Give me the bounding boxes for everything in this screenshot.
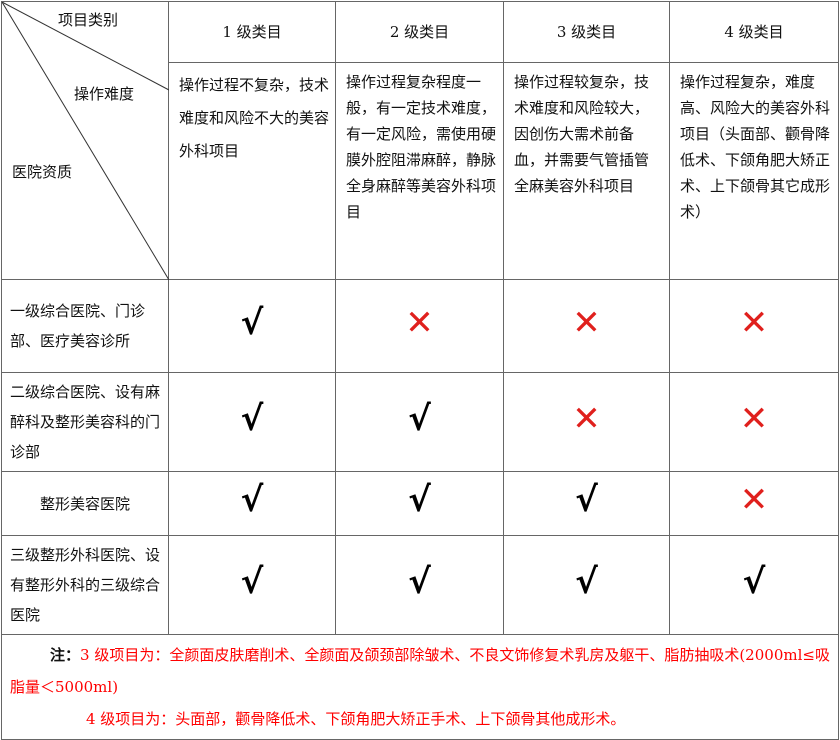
check-mark-icon: √ bbox=[240, 302, 264, 343]
mark-cell: ✕ bbox=[669, 279, 839, 373]
check-mark-icon: √ bbox=[408, 561, 431, 602]
column-header: 4 级类目 bbox=[669, 1, 839, 63]
mark-cell: √ bbox=[335, 372, 504, 472]
mark-cell: √ bbox=[669, 535, 839, 635]
mark-cell: ✕ bbox=[503, 372, 670, 472]
column-description: 操作过程复杂，难度高、风险大的美容外科项目（头面部、颧骨降低术、下颌角肥大矫正术… bbox=[669, 62, 839, 280]
diagonal-lines bbox=[2, 2, 169, 280]
cross-mark-icon: ✕ bbox=[739, 480, 769, 520]
mark-cell: ✕ bbox=[503, 279, 670, 373]
check-mark-icon: √ bbox=[240, 561, 264, 602]
row-label: 二级综合医院、设有麻醉科及整形美容科的门诊部 bbox=[1, 372, 169, 472]
cross-mark-icon: ✕ bbox=[572, 302, 601, 343]
row-label: 整形美容医院 bbox=[1, 471, 169, 536]
mark-cell: √ bbox=[168, 372, 336, 472]
mark-cell: ✕ bbox=[669, 372, 839, 472]
note-prefix: 注： bbox=[50, 646, 81, 664]
column-description: 操作过程复杂程度一般，有一定技术难度，有一定风险，需使用硬膜外腔阻滞麻醉，静脉全… bbox=[335, 62, 504, 280]
corner-top-label: 项目类别 bbox=[58, 11, 119, 29]
row-label: 三级整形外科医院、设有整形外科的三级综合医院 bbox=[1, 535, 169, 635]
row-label: 一级综合医院、门诊部、医疗美容诊所 bbox=[1, 279, 169, 373]
check-mark-icon: √ bbox=[575, 480, 598, 520]
cross-mark-icon: ✕ bbox=[405, 302, 434, 343]
corner-bottom-label: 医院资质 bbox=[12, 163, 73, 181]
column-header: 2 级类目 bbox=[335, 1, 504, 63]
table-row: 三级整形外科医院、设有整形外科的三级综合医院 √ √ √ √ bbox=[1, 535, 839, 635]
column-header: 1 级类目 bbox=[168, 1, 336, 63]
cross-mark-icon: ✕ bbox=[739, 398, 769, 439]
check-mark-icon: √ bbox=[240, 480, 264, 520]
check-mark-icon: √ bbox=[575, 561, 598, 602]
check-mark-icon: √ bbox=[408, 398, 431, 439]
mark-cell: ✕ bbox=[335, 279, 504, 373]
mark-cell: √ bbox=[503, 535, 670, 635]
note-cell: 注：3 级项目为：全颜面皮肤磨削术、全颜面及颌颈部除皱术、不良文饰修复术乳房及躯… bbox=[1, 634, 839, 740]
column-description: 操作过程较复杂，技术难度和风险较大，因创伤大需术前备血，并需要气管插管全麻美容外… bbox=[503, 62, 670, 280]
column-description: 操作过程不复杂，技术难度和风险不大的美容外科项目 bbox=[168, 62, 336, 280]
cross-mark-icon: ✕ bbox=[572, 398, 601, 439]
mark-cell: ✕ bbox=[669, 471, 839, 536]
column-header: 3 级类目 bbox=[503, 1, 670, 63]
cross-mark-icon: ✕ bbox=[739, 302, 769, 343]
table-row: 整形美容医院 √ √ √ ✕ bbox=[1, 471, 839, 536]
corner-cell: 项目类别 操作难度 医院资质 bbox=[1, 1, 169, 280]
note-level3: 3 级项目为：全颜面皮肤磨削术、全颜面及颌颈部除皱术、不良文饰修复术乳房及躯干、… bbox=[10, 646, 830, 696]
note-level4: 4 级项目为：头面部，颧骨降低术、下颌角肥大矫正手术、上下颌骨其他成形术。 bbox=[86, 710, 626, 728]
check-mark-icon: √ bbox=[408, 480, 431, 520]
mark-cell: √ bbox=[168, 471, 336, 536]
mark-cell: √ bbox=[503, 471, 670, 536]
mark-cell: √ bbox=[335, 535, 504, 635]
corner-middle-label: 操作难度 bbox=[74, 85, 135, 103]
table-row: 二级综合医院、设有麻醉科及整形美容科的门诊部 √ √ ✕ ✕ bbox=[1, 372, 839, 472]
check-mark-icon: √ bbox=[742, 561, 766, 602]
check-mark-icon: √ bbox=[240, 398, 264, 439]
mark-cell: √ bbox=[168, 535, 336, 635]
mark-cell: √ bbox=[168, 279, 336, 373]
mark-cell: √ bbox=[335, 471, 504, 536]
table-row: 一级综合医院、门诊部、医疗美容诊所 √ ✕ ✕ ✕ bbox=[1, 279, 839, 373]
